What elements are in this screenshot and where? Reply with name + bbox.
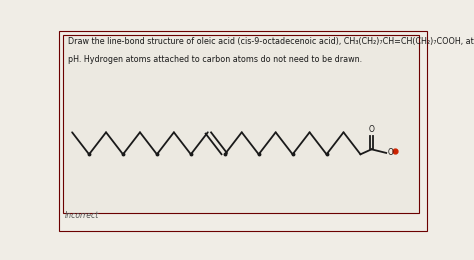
Text: O: O [369, 125, 374, 134]
Text: pH. Hydrogen atoms attached to carbon atoms do not need to be drawn.: pH. Hydrogen atoms attached to carbon at… [68, 55, 363, 64]
Bar [63, 35, 419, 213]
Text: O: O [388, 148, 394, 157]
Text: Draw the line-bond structure of oleic acid (cis-9-octadecenoic acid), CH₃(CH₂)₇C: Draw the line-bond structure of oleic ac… [68, 37, 474, 46]
Text: Incorrect: Incorrect [65, 211, 99, 220]
